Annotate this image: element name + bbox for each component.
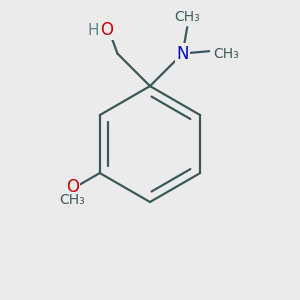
Text: O: O bbox=[66, 178, 79, 196]
Text: CH₃: CH₃ bbox=[174, 10, 200, 24]
Text: O: O bbox=[100, 21, 113, 39]
Text: H: H bbox=[88, 23, 99, 38]
Text: N: N bbox=[176, 44, 189, 62]
Text: CH₃: CH₃ bbox=[213, 46, 238, 61]
Text: CH₃: CH₃ bbox=[60, 193, 86, 207]
